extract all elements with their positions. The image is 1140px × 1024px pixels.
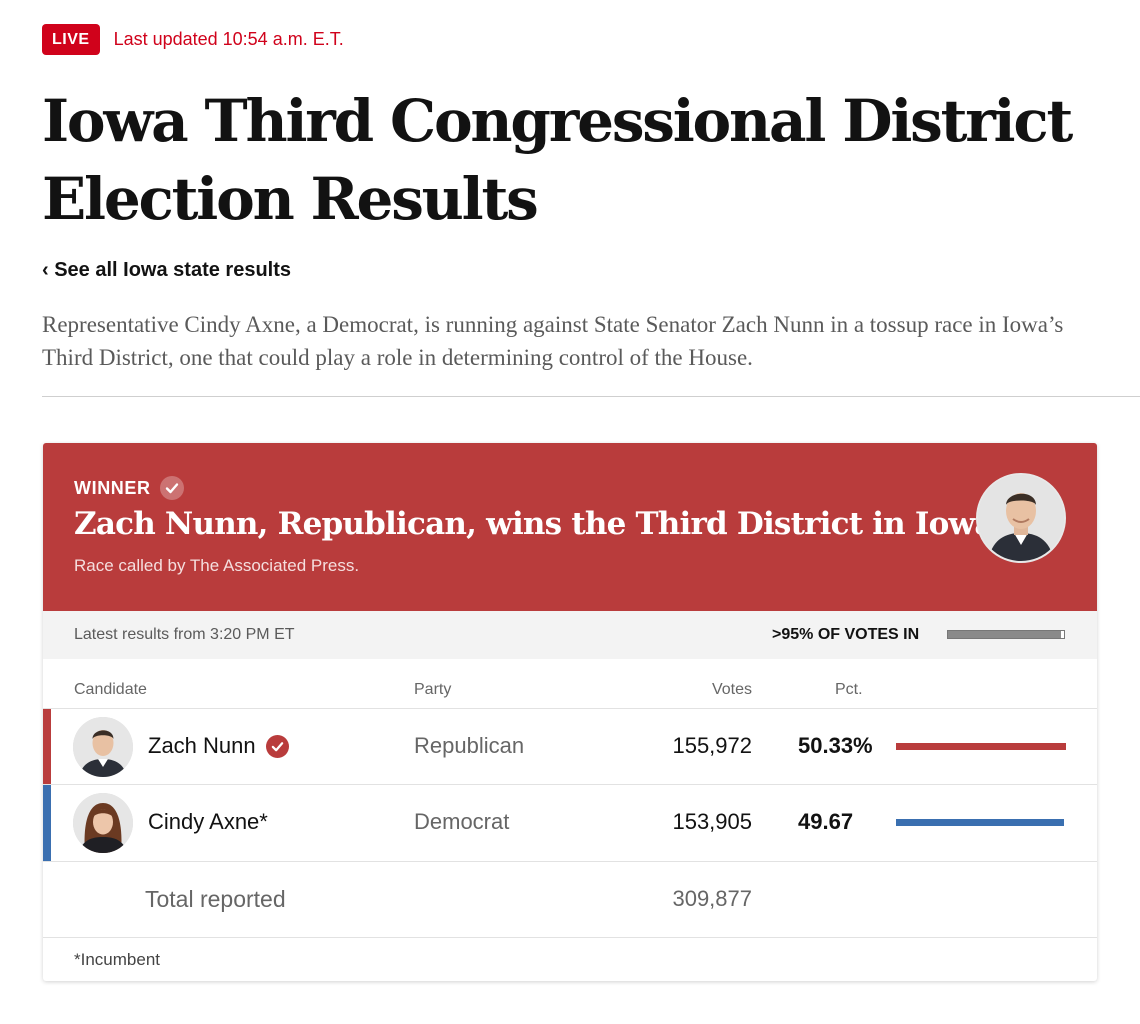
party-color-stripe [43,709,51,785]
pct-bar [896,819,1064,826]
live-badge: LIVE [42,24,100,55]
footnote-row: *Incumbent [43,937,1097,981]
votes-in-progress-fill [948,631,1061,638]
winner-banner: WINNER Zach Nunn, Republican, wins the T… [43,443,1097,611]
candidate-name: Cindy Axne* [148,809,268,834]
column-header-party: Party [414,681,452,698]
winner-check-icon [265,734,289,758]
candidate-photo [73,717,133,777]
candidate-pct: 49.67 [798,809,854,834]
total-reported-row: Total reported 309,877 [43,861,1097,938]
column-header-candidate: Candidate [74,681,147,698]
party-color-stripe [43,785,51,861]
live-status: LIVE Last updated 10:54 a.m. E.T. [42,24,344,55]
candidate-votes: 155,972 [672,733,752,758]
candidate-row: Zach Nunn Republican 155,972 50.33% [43,708,1097,785]
candidate-name-cell: Cindy Axne* [148,809,268,835]
candidate-votes: 153,905 [672,809,752,834]
column-header-pct: Pct. [835,681,863,698]
candidate-name-cell: Zach Nunn [148,733,289,759]
winner-label: WINNER [74,477,151,498]
candidate-party: Democrat [414,809,510,834]
winner-title: Zach Nunn, Republican, wins the Third Di… [74,506,1004,542]
winner-photo [976,473,1066,563]
race-summary: Representative Cindy Axne, a Democrat, i… [42,312,1064,370]
pct-bar [896,743,1066,750]
candidate-photo [73,793,133,853]
winner-label-row: WINNER [74,476,184,500]
candidate-party: Republican [414,733,525,758]
race-called-by: Race called by The Associated Press. [74,556,360,575]
divider [42,396,1140,397]
total-reported-label: Total reported [145,886,286,912]
column-header-votes: Votes [711,681,752,698]
check-icon [159,476,184,500]
incumbent-footnote: *Incumbent [74,950,160,969]
last-updated: Last updated 10:54 a.m. E.T. [113,29,344,49]
candidate-pct: 50.33% [798,733,873,758]
votes-in-label: >95% OF VOTES IN [772,626,920,643]
page-title: Iowa Third Congressional District Electi… [42,87,1073,233]
candidate-row: Cindy Axne* Democrat 153,905 49.67 [43,784,1097,861]
total-reported-votes: 309,877 [672,886,752,911]
results-status-bar: Latest results from 3:20 PM ET >95% OF V… [43,611,1097,659]
votes-in-progress-bar [947,630,1065,639]
see-all-state-results-link[interactable]: ‹ See all Iowa state results [42,259,291,281]
latest-results-time: Latest results from 3:20 PM ET [74,626,295,643]
results-card: WINNER Zach Nunn, Republican, wins the T… [43,443,1097,981]
candidate-name: Zach Nunn [148,733,256,758]
